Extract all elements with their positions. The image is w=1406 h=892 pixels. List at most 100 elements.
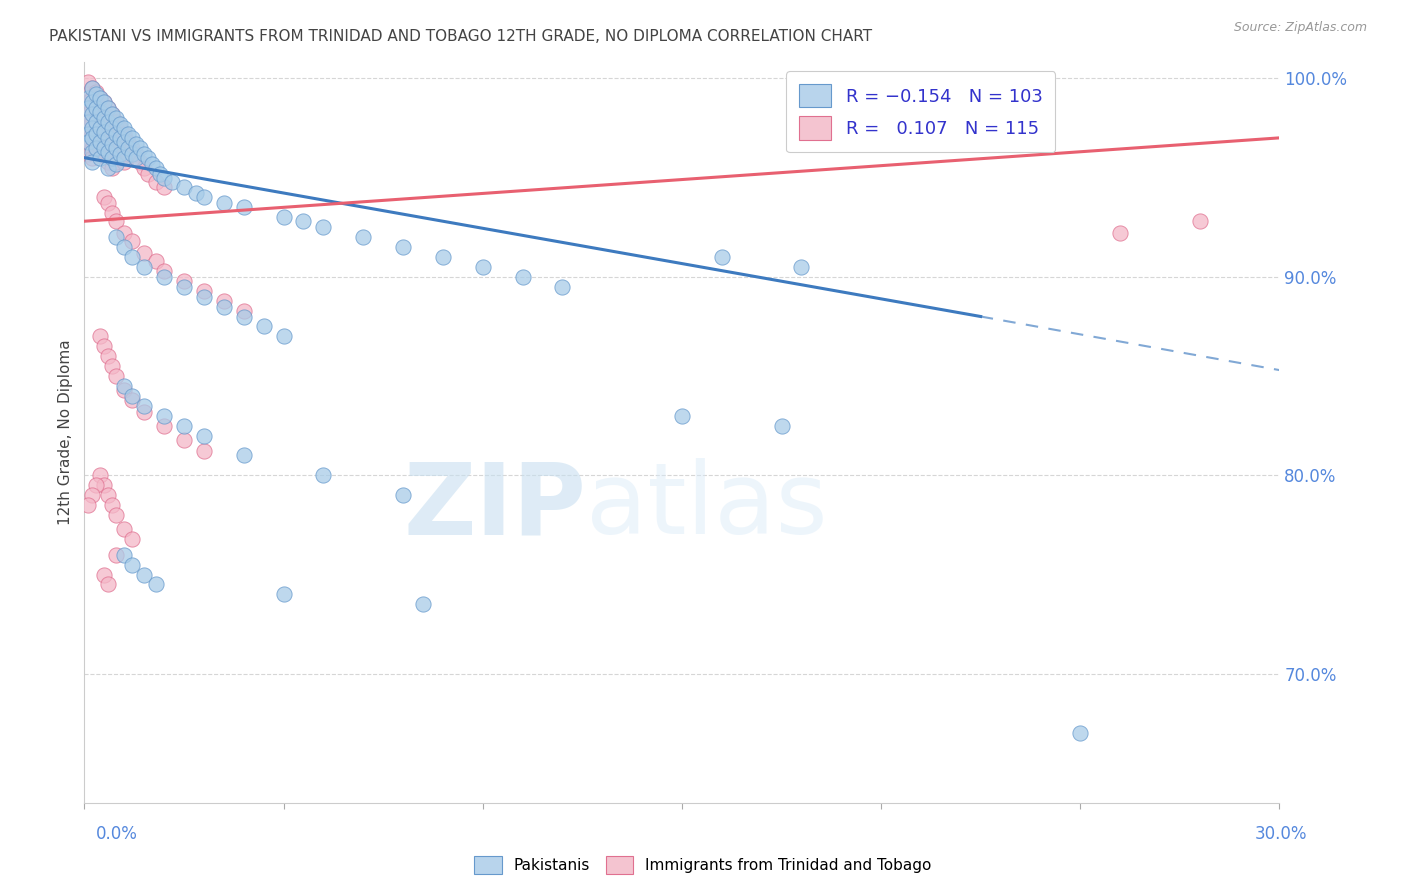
Point: [153, 264, 176, 278]
Point: [101, 161, 124, 175]
Point: [82, 131, 104, 145]
Point: [82, 91, 104, 105]
Point: [93, 95, 115, 110]
Point: [173, 274, 195, 288]
Point: [77, 101, 100, 115]
Point: [193, 428, 215, 442]
Point: [232, 303, 254, 318]
Point: [193, 444, 215, 458]
Point: [97, 127, 120, 141]
Point: [101, 498, 124, 512]
Point: [86, 95, 108, 110]
Point: [392, 240, 415, 254]
Point: [97, 141, 120, 155]
Point: [392, 488, 415, 502]
Point: [212, 293, 235, 308]
Point: [77, 135, 100, 149]
Point: [160, 175, 183, 189]
Point: [173, 433, 195, 447]
Point: [101, 120, 124, 135]
Point: [93, 107, 115, 121]
Point: [790, 260, 813, 274]
Point: [97, 145, 120, 159]
Point: [89, 101, 111, 115]
Point: [89, 468, 111, 483]
Point: [86, 85, 108, 99]
Point: [110, 146, 132, 161]
Point: [671, 409, 693, 423]
Point: [121, 141, 143, 155]
Point: [110, 135, 132, 149]
Point: [173, 279, 195, 293]
Point: [132, 146, 156, 161]
Point: [97, 161, 120, 175]
Point: [112, 383, 135, 397]
Point: [101, 359, 124, 373]
Point: [101, 135, 124, 149]
Point: [82, 81, 104, 95]
Point: [105, 369, 128, 384]
Point: [153, 409, 176, 423]
Point: [89, 127, 111, 141]
Point: [212, 300, 235, 314]
Point: [121, 131, 143, 145]
Point: [86, 101, 108, 115]
Point: [82, 115, 104, 129]
Point: [101, 107, 124, 121]
Point: [117, 141, 139, 155]
Point: [121, 532, 143, 546]
Point: [512, 269, 534, 284]
Point: [129, 141, 152, 155]
Point: [105, 115, 128, 129]
Point: [86, 131, 108, 145]
Point: [153, 418, 176, 433]
Text: 0.0%: 0.0%: [96, 825, 138, 843]
Point: [105, 230, 128, 244]
Point: [112, 522, 135, 536]
Point: [105, 127, 128, 141]
Point: [101, 136, 124, 151]
Point: [105, 127, 128, 141]
Point: [770, 418, 793, 433]
Point: [412, 597, 434, 611]
Point: [89, 135, 111, 149]
Point: [129, 154, 152, 169]
Point: [232, 310, 254, 324]
Point: [93, 95, 115, 110]
Point: [145, 577, 167, 591]
Point: [117, 135, 139, 149]
Point: [82, 151, 104, 165]
Point: [132, 399, 156, 413]
Point: [112, 151, 135, 165]
Point: [273, 329, 295, 343]
Point: [105, 508, 128, 522]
Point: [112, 135, 135, 149]
Point: [82, 145, 104, 159]
Point: [273, 211, 295, 225]
Point: [173, 418, 195, 433]
Point: [101, 206, 124, 220]
Point: [93, 478, 115, 492]
Point: [86, 127, 108, 141]
Point: [86, 478, 108, 492]
Point: [89, 91, 111, 105]
Point: [93, 567, 115, 582]
Point: [117, 146, 139, 161]
Point: [145, 254, 167, 268]
Point: [77, 135, 100, 149]
Point: [77, 95, 100, 110]
Point: [97, 196, 120, 211]
Point: [153, 269, 176, 284]
Y-axis label: 12th Grade, No Diploma: 12th Grade, No Diploma: [58, 340, 73, 525]
Point: [121, 146, 143, 161]
Point: [77, 127, 100, 141]
Point: [112, 141, 135, 155]
Point: [82, 81, 104, 95]
Point: [136, 151, 159, 165]
Point: [89, 151, 111, 165]
Point: [193, 190, 215, 204]
Point: [193, 290, 215, 304]
Point: [112, 548, 135, 562]
Point: [117, 127, 139, 141]
Text: Source: ZipAtlas.com: Source: ZipAtlas.com: [1233, 21, 1367, 34]
